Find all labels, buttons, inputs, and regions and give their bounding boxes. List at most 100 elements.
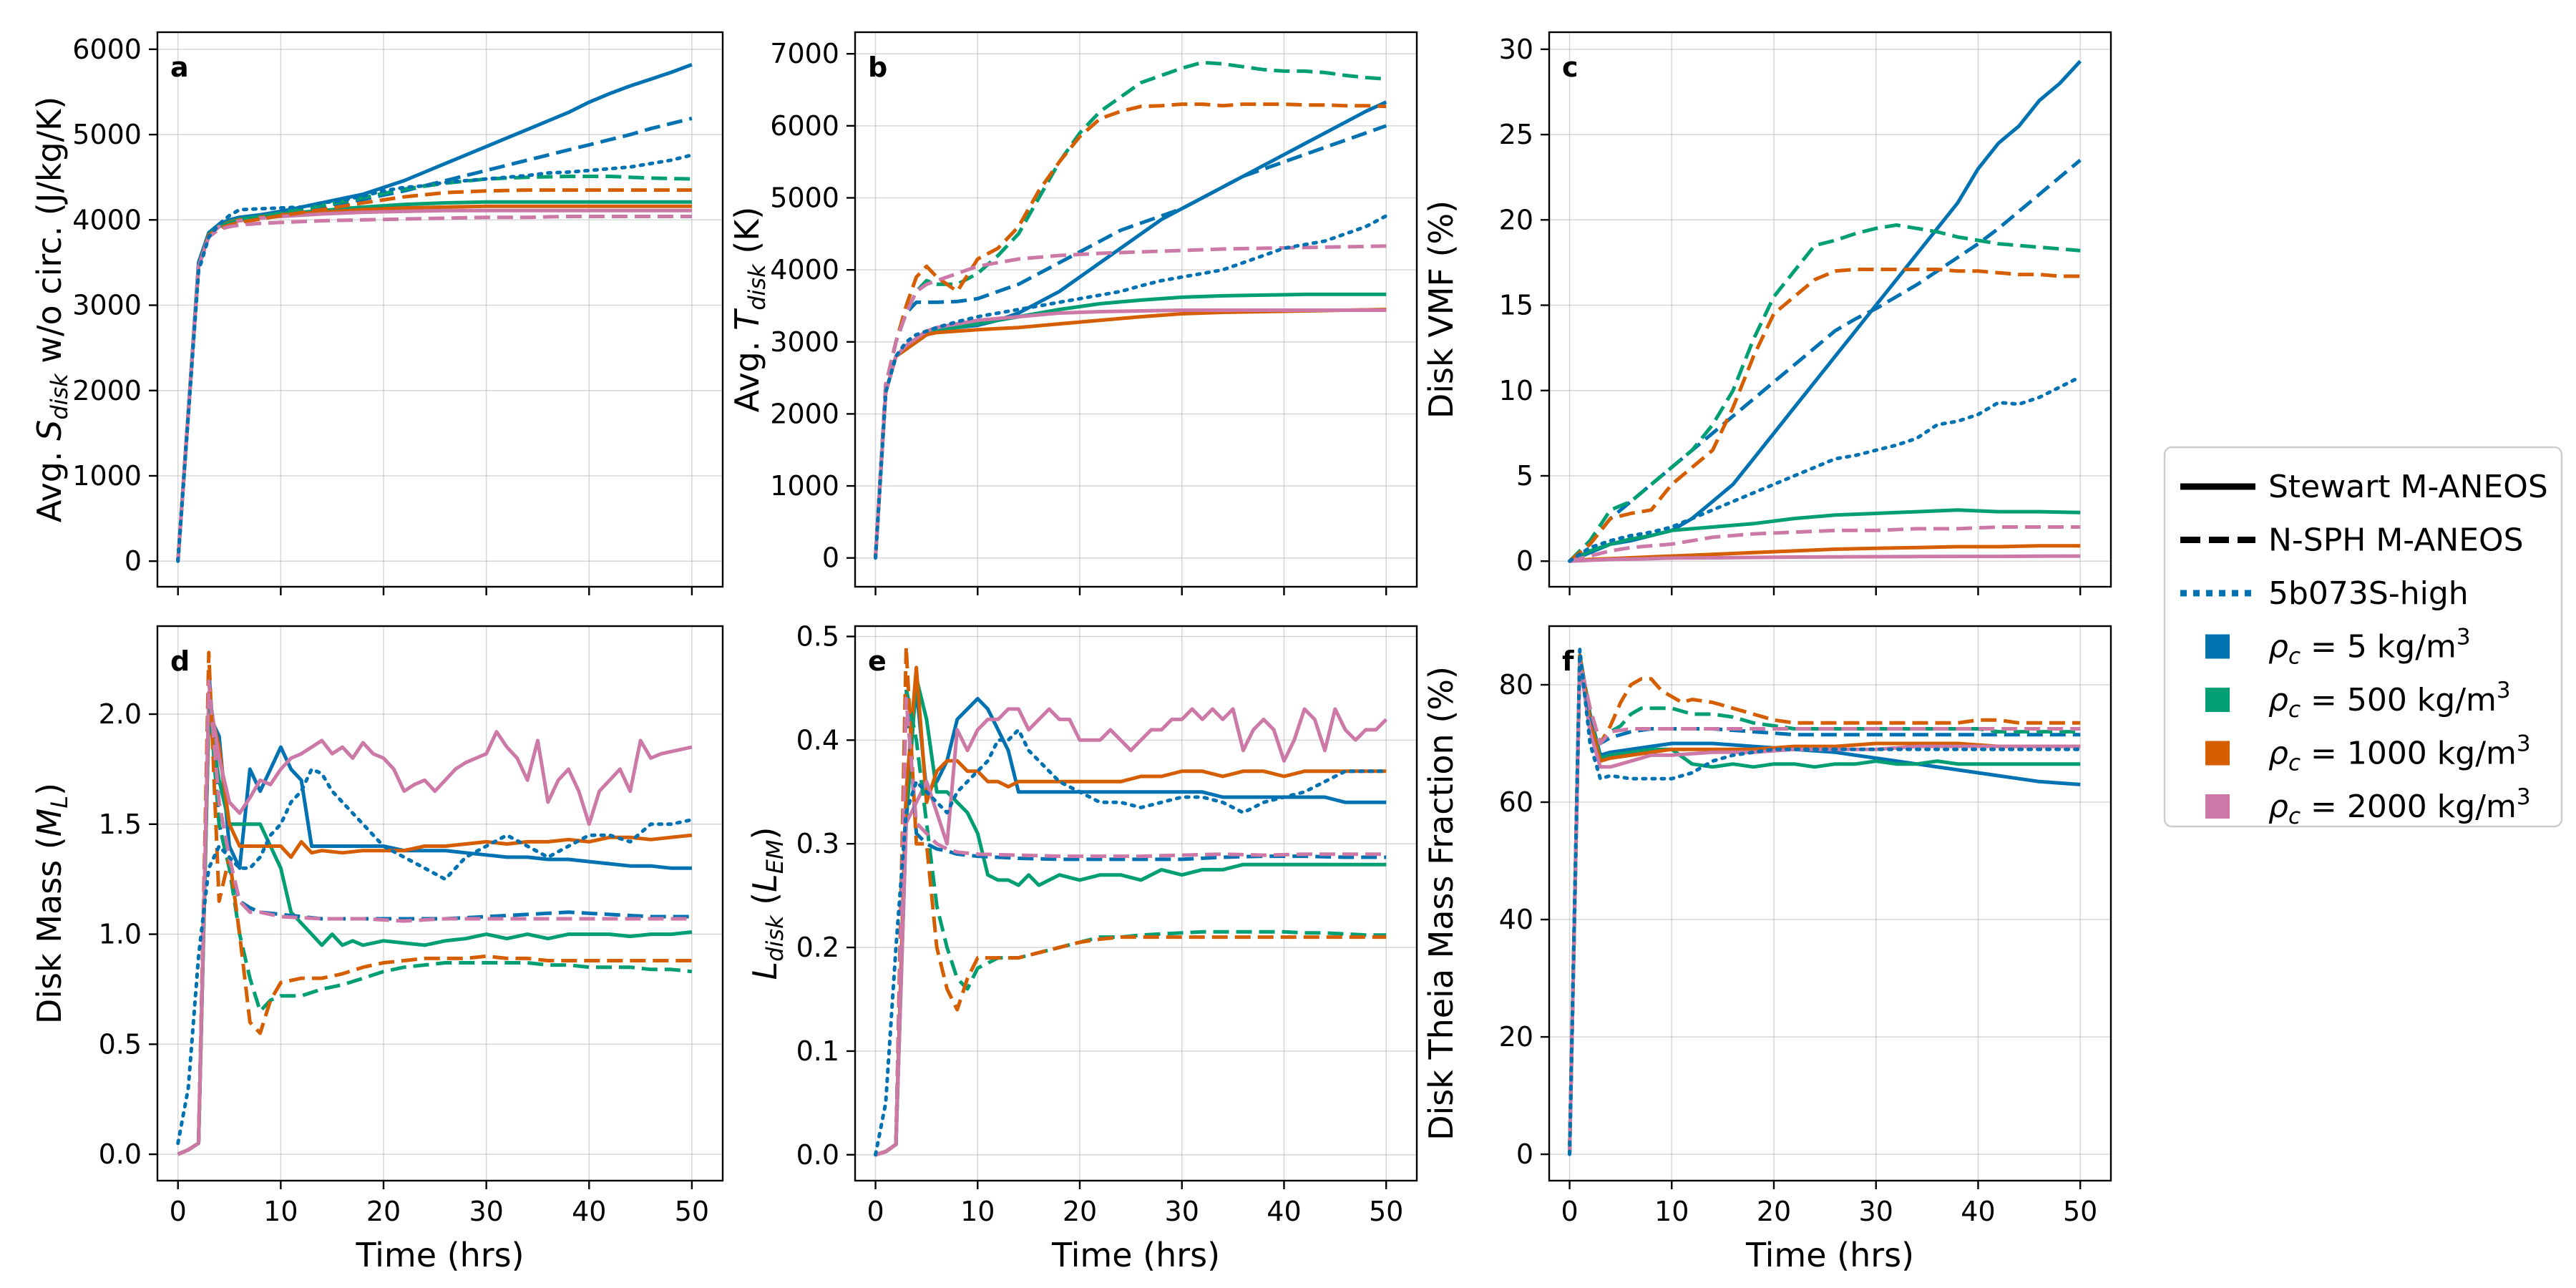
series-line-nsph-rho2000: [176, 215, 692, 562]
x-tick-label: 20: [366, 1196, 401, 1227]
legend-label-rho-500: ρc = 500 kg/m3: [2268, 678, 2511, 723]
legend-label-rho-1000: ρc = 1000 kg/m3: [2268, 731, 2531, 776]
y-tick-label: 0.0: [99, 1138, 142, 1170]
legend-frame: [2163, 446, 2563, 828]
series-line-stewart-rho500: [1568, 508, 2081, 563]
series-line-stewart-rho2000: [874, 308, 1387, 558]
panel-label: c: [1562, 52, 1579, 83]
axes-frame: [1548, 625, 2112, 1182]
y-tick-label: 0.2: [796, 932, 839, 963]
legend-label-rho-5: ρc = 5 kg/m3: [2268, 625, 2471, 670]
series-line-nsph-rho1000: [1568, 268, 2081, 563]
y-tick-label: 0.5: [796, 620, 839, 652]
series-group: [1568, 648, 2082, 1156]
x-tick-label: 0: [1561, 1196, 1578, 1227]
series-line-nsph-rho2000: [177, 679, 692, 1156]
panel-f: 0 10 20 30 40 50 Time (hrs) 0 20 40 60 80 Disk Theia…: [1422, 625, 2112, 1274]
y-tick-label: 15: [1499, 290, 1533, 321]
series-line-nsph-rho500: [177, 690, 693, 1156]
x-tick-label: 40: [1961, 1196, 1995, 1227]
series-group: [1568, 59, 2082, 563]
y-tick-label: 6000: [72, 34, 142, 65]
series-line-5b073s-high: [176, 767, 694, 1146]
y-tick-label: 2000: [770, 398, 839, 429]
x-axis-label: Time (hrs): [355, 1236, 524, 1274]
x-tick-label: 40: [1267, 1196, 1301, 1227]
x-tick-label: 50: [675, 1196, 709, 1227]
y-tick-label: 4000: [72, 204, 142, 235]
x-tick-label: 10: [1654, 1196, 1689, 1227]
x-tick-label: 30: [1859, 1196, 1893, 1227]
series-line-5b073s-high: [874, 214, 1388, 560]
panel-d: 0 10 20 30 40 50 Time (hrs) 0.0 0.5 1.0 1.5 2.0 Disk…: [30, 625, 724, 1274]
series-line-nsph-rho1000: [176, 188, 692, 562]
series-line-stewart-rho1000: [177, 701, 693, 1156]
panel-b: 0 1000 2000 3000 4000 5000 6000 7000 Avg. Tdisk …: [728, 31, 1418, 595]
y-tick-label: 25: [1499, 119, 1533, 150]
grid: [1549, 626, 2111, 1181]
y-tick-label: 2.0: [99, 698, 142, 730]
series-line-nsph-rho2000: [874, 244, 1387, 558]
y-tick-label: 1000: [770, 470, 839, 502]
panel-label: b: [868, 52, 887, 83]
series-line-stewart-rho500: [874, 675, 1387, 1157]
legend-label-dotted: 5b073S-high: [2268, 575, 2469, 612]
legend-label-dashed: N-SPH M-ANEOS: [2268, 522, 2524, 559]
y-axis-label: Avg. Tdisk (K): [728, 207, 771, 413]
y-axis-label: Ldisk (LEM): [746, 826, 789, 980]
y-tick-label: 20: [1499, 1021, 1533, 1053]
series-line-nsph-rho2000: [874, 696, 1387, 1157]
series-group: [176, 62, 694, 563]
panel-e: 0 10 20 30 40 50 Time (hrs) 0.0 0.1 0.2 0.3 0.4 0.5 L…: [746, 620, 1418, 1274]
y-tick-label: 1.0: [99, 919, 142, 950]
series-line-stewart-rho2000: [177, 690, 693, 1156]
series-line-nsph-rho1000: [874, 645, 1387, 1157]
panel-a: 0 1000 2000 3000 4000 5000 6000 Avg. Sdisk w/o …: [30, 31, 724, 595]
y-axis-label: Disk Mass (ML): [30, 783, 73, 1024]
x-tick-label: 0: [170, 1196, 187, 1227]
series-line-stewart-rho2000: [874, 707, 1387, 1157]
series-line-nsph-rho500: [176, 175, 692, 562]
y-tick-label: 4000: [770, 254, 839, 286]
y-tick-label: 0: [125, 545, 142, 577]
y-tick-label: 2000: [72, 375, 142, 406]
legend-swatch-rho-1000: [2205, 741, 2230, 766]
panel-c: 0 5 10 15 20 25 30 Disk VMF (%) c: [1422, 31, 2112, 595]
legend-label-solid: Stewart M-ANEOS: [2268, 469, 2548, 505]
y-tick-label: 0: [822, 542, 839, 574]
axes-frame: [854, 31, 1418, 588]
y-tick-label: 60: [1499, 786, 1533, 818]
series-line-5b073s-high: [1568, 648, 2082, 1156]
y-tick-label: 80: [1499, 669, 1533, 701]
axes-frame: [1548, 31, 2112, 588]
y-tick-label: 0.3: [796, 828, 839, 859]
series-line-nsph-rho2000: [1568, 525, 2081, 563]
x-axis-label: Time (hrs): [1051, 1236, 1220, 1274]
x-tick-label: 0: [867, 1196, 884, 1227]
series-line-nsph-rho1000: [1568, 659, 2081, 1155]
series-line-nsph-rho500: [1568, 659, 2081, 1155]
series-line-nsph-rho2000: [1568, 659, 2081, 1155]
y-tick-label: 0.0: [796, 1139, 839, 1171]
y-axis-label: Disk Theia Mass Fraction (%): [1422, 666, 1460, 1141]
panel-label: e: [868, 645, 887, 677]
y-tick-label: 3000: [770, 326, 839, 358]
series-line-stewart-rho1000: [1568, 653, 2081, 1155]
legend-swatch-rho-5: [2205, 634, 2230, 659]
y-tick-label: 5: [1516, 460, 1533, 492]
series-line-nsph-rho500: [1568, 223, 2081, 562]
series-line-stewart-rho500: [1568, 653, 2081, 1155]
y-tick-label: 0.1: [796, 1035, 839, 1067]
y-tick-label: 10: [1499, 375, 1533, 406]
axes-frame: [156, 625, 724, 1182]
y-tick-label: 6000: [770, 110, 839, 142]
x-tick-label: 30: [1165, 1196, 1199, 1227]
panel-label: d: [170, 645, 190, 677]
series-group: [874, 645, 1388, 1157]
x-tick-label: 20: [1757, 1196, 1791, 1227]
series-line-nsph-rho5: [177, 668, 692, 1156]
axes-frame: [156, 31, 724, 588]
panel-label: f: [1562, 645, 1574, 677]
